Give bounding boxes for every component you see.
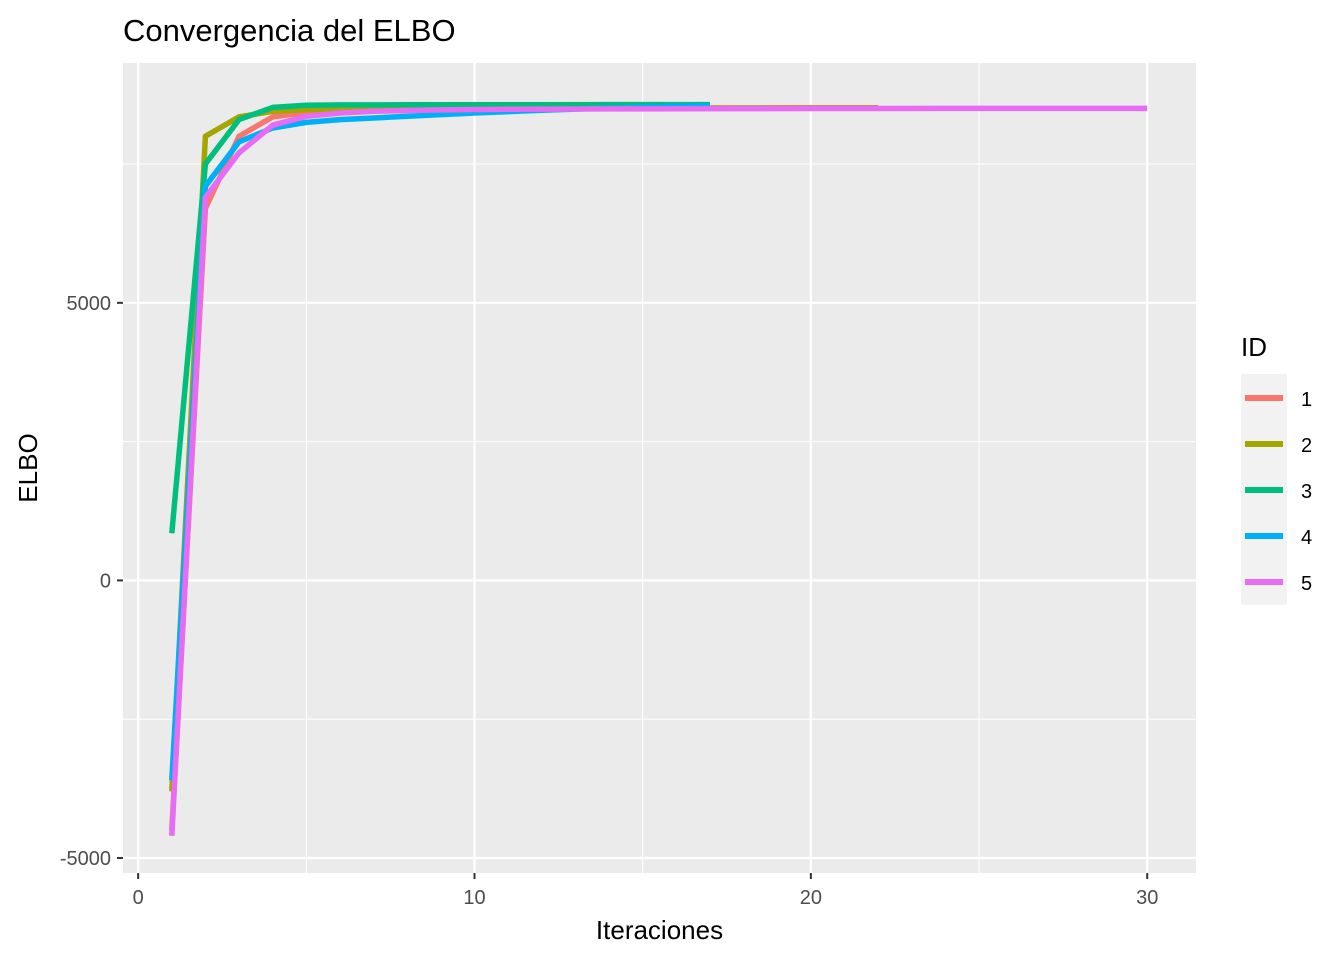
legend-label-2: 2 [1301, 435, 1312, 457]
legend-label-5: 5 [1301, 573, 1312, 595]
legend-label-4: 4 [1301, 527, 1312, 549]
y-axis: -5000 0 5000 [60, 293, 123, 870]
series-line-3 [169, 101, 710, 534]
series-line-5 [169, 105, 1148, 836]
legend: ID 1 2 3 4 5 [1241, 332, 1312, 605]
legend-title: ID [1241, 332, 1267, 362]
x-tick-label: 20 [800, 887, 822, 909]
y-axis-title: ELBO [13, 433, 43, 502]
y-tick-label: 5000 [67, 293, 112, 315]
y-tick-label: -5000 [60, 848, 111, 870]
y-tick-label: 0 [100, 570, 111, 592]
legend-items: 1 2 3 4 5 [1241, 375, 1312, 605]
legend-label-1: 1 [1301, 389, 1312, 411]
x-tick-label: 30 [1136, 887, 1158, 909]
x-axis: 0 10 20 30 [133, 873, 1158, 909]
minor-gridlines [123, 63, 1196, 873]
plot-panel [123, 63, 1196, 873]
major-gridlines [123, 63, 1196, 873]
chart-title: Convergencia del ELBO [123, 13, 456, 48]
x-tick-label: 0 [133, 887, 144, 909]
series-lines [169, 101, 1148, 836]
x-axis-title: Iteraciones [596, 915, 723, 945]
x-tick-label: 10 [463, 887, 485, 909]
legend-label-3: 3 [1301, 481, 1312, 503]
